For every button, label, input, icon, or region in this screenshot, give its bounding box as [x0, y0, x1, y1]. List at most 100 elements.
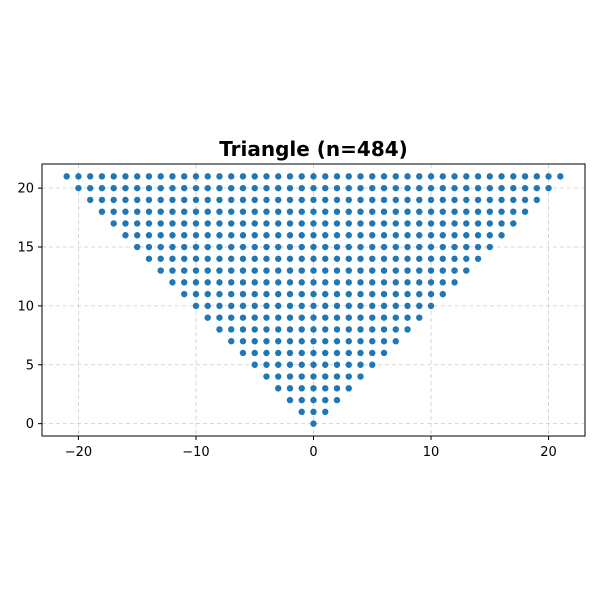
scatter-point	[345, 173, 352, 180]
scatter-point	[228, 279, 235, 286]
scatter-point	[145, 232, 153, 239]
scatter-point	[404, 290, 411, 298]
scatter-point	[145, 173, 153, 180]
scatter-point	[286, 255, 294, 262]
scatter-point	[498, 184, 505, 192]
scatter-point	[521, 173, 529, 180]
scatter-point	[298, 173, 305, 180]
scatter-point	[239, 184, 247, 192]
scatter-point	[275, 385, 282, 392]
scatter-point	[298, 196, 305, 204]
scatter-point	[322, 302, 329, 310]
scatter-point	[322, 267, 329, 274]
scatter-point	[239, 243, 247, 251]
scatter-point	[181, 173, 188, 180]
scatter-point	[498, 173, 505, 180]
scatter-point	[263, 243, 270, 251]
scatter-point	[286, 302, 294, 310]
scatter-point	[427, 279, 435, 286]
scatter-point	[157, 173, 164, 180]
scatter-point	[416, 302, 423, 310]
scatter-point	[451, 173, 458, 180]
scatter-point	[357, 184, 364, 192]
scatter-point	[451, 208, 458, 215]
scatter-point	[345, 361, 352, 368]
scatter-point	[310, 243, 317, 251]
scatter-point	[122, 208, 129, 215]
scatter-point	[181, 196, 188, 204]
scatter-point	[251, 349, 258, 357]
scatter-point	[310, 184, 317, 192]
scatter-point	[333, 267, 341, 274]
scatter-point	[392, 173, 399, 180]
scatter-point	[204, 314, 211, 321]
scatter-point	[251, 314, 258, 321]
scatter-point	[486, 208, 493, 215]
scatter-point	[298, 338, 305, 345]
scatter-point	[310, 208, 317, 215]
scatter-point	[110, 184, 117, 192]
scatter-point	[228, 243, 235, 251]
scatter-point	[145, 220, 153, 227]
scatter-point	[263, 290, 270, 298]
scatter-point	[110, 196, 117, 204]
scatter-point	[369, 173, 376, 180]
scatter-point	[404, 208, 411, 215]
scatter-point	[357, 208, 364, 215]
scatter-point	[216, 279, 223, 286]
scatter-point	[181, 267, 188, 274]
scatter-point	[416, 267, 423, 274]
scatter-point	[110, 220, 117, 227]
scatter-point	[380, 196, 388, 204]
scatter-point	[392, 232, 399, 239]
scatter-point	[333, 385, 341, 392]
scatter-point	[357, 267, 364, 274]
scatter-point	[275, 243, 282, 251]
scatter-point	[286, 243, 294, 251]
scatter-point	[474, 184, 482, 192]
scatter-point	[310, 232, 317, 239]
scatter-point	[239, 302, 247, 310]
scatter-point	[192, 184, 200, 192]
scatter-point	[134, 184, 141, 192]
scatter-point	[286, 220, 294, 227]
scatter-point	[169, 208, 176, 215]
scatter-point	[275, 208, 282, 215]
scatter-point	[169, 255, 176, 262]
scatter-point	[521, 196, 529, 204]
scatter-point	[251, 302, 258, 310]
scatter-point	[463, 267, 470, 274]
scatter-point	[451, 255, 458, 262]
scatter-point	[192, 290, 200, 298]
scatter-point	[439, 255, 446, 262]
scatter-point	[322, 290, 329, 298]
scatter-point	[416, 208, 423, 215]
scatter-point	[498, 220, 505, 227]
scatter-point	[239, 267, 247, 274]
x-tick-label-3: 10	[423, 445, 440, 460]
scatter-point	[298, 255, 305, 262]
scatter-point	[310, 220, 317, 227]
scatter-point	[181, 208, 188, 215]
scatter-point	[169, 184, 176, 192]
scatter-point	[392, 243, 399, 251]
scatter-point	[192, 232, 200, 239]
scatter-point	[369, 302, 376, 310]
scatter-point	[286, 338, 294, 345]
scatter-point	[204, 184, 211, 192]
scatter-point	[486, 243, 493, 251]
scatter-point	[251, 255, 258, 262]
scatter-point	[333, 314, 341, 321]
scatter-point	[322, 338, 329, 345]
scatter-point	[380, 302, 388, 310]
scatter-point	[239, 208, 247, 215]
scatter-point	[357, 290, 364, 298]
scatter-point	[463, 173, 470, 180]
scatter-point	[86, 184, 94, 192]
scatter-point	[322, 220, 329, 227]
scatter-point	[369, 232, 376, 239]
scatter-point	[286, 396, 294, 404]
scatter-point	[369, 243, 376, 251]
scatter-point	[333, 220, 341, 227]
scatter-point	[380, 349, 388, 357]
